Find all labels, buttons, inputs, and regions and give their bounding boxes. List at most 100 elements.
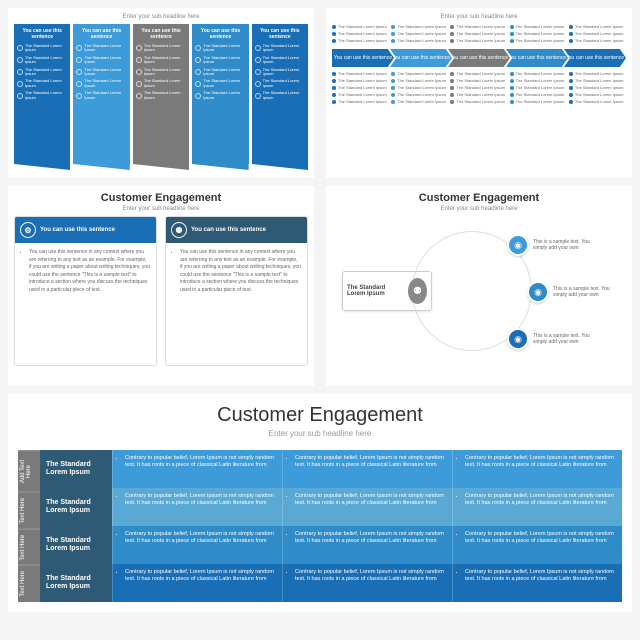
bullet-icon (510, 79, 514, 83)
table-cell: Contrary to popular belief, Lorem Ipsum … (282, 450, 452, 488)
list-item: The Standard Lorem Ipsum (569, 92, 626, 97)
list-item: The Standard Lorem Ipsum (391, 99, 448, 104)
panel-two-cards: Customer Engagement Enter your sub headl… (8, 186, 314, 386)
list-item: The Standard Lorem Ipsum (332, 85, 389, 90)
check-icon (76, 93, 82, 99)
check-icon (195, 45, 201, 51)
bullet-icon (510, 86, 514, 90)
cell-text: Contrary to popular belief, Lorem Ipsum … (465, 493, 616, 507)
table-cell: Contrary to popular belief, Lorem Ipsum … (282, 488, 452, 526)
list-item: The Standard Lorem Ipsum (450, 24, 507, 29)
list-item: The Standard Lorem Ipsum (569, 78, 626, 83)
bullet-icon (450, 39, 454, 43)
item-text: The Standard Lorem Ipsum (144, 56, 186, 65)
gear-icon: ⚙ (20, 222, 36, 238)
column: You can use this sentenceThe Standard Lo… (73, 24, 129, 164)
item-text: The Standard Lorem Ipsum (397, 24, 446, 29)
row-label: The Standard Lorem Ipsum (40, 526, 112, 564)
column-item: The Standard Lorem Ipsum (195, 44, 245, 53)
node-icon: ◉ (527, 281, 549, 303)
column-item: The Standard Lorem Ipsum (255, 68, 305, 77)
list-item: The Standard Lorem Ipsum (450, 71, 507, 76)
item-text: The Standard Lorem Ipsum (203, 68, 245, 77)
item-text: The Standard Lorem Ipsum (516, 71, 565, 76)
bullet-icon (569, 93, 573, 97)
item-text: The Standard Lorem Ipsum (575, 31, 624, 36)
card-body: You can use this sentence in any context… (166, 243, 307, 302)
cell-text: Contrary to popular belief, Lorem Ipsum … (465, 455, 616, 469)
arrow-step: You can use this sentence (564, 49, 626, 67)
item-text: The Standard Lorem Ipsum (144, 91, 186, 100)
section-title: Customer Engagement (14, 192, 308, 204)
info-card: ⚉You can use this sentenceYou can use th… (165, 216, 308, 366)
item-text: The Standard Lorem Ipsum (575, 99, 624, 104)
bullet-icon (391, 100, 395, 104)
column-item: The Standard Lorem Ipsum (255, 79, 305, 88)
column-item: The Standard Lorem Ipsum (195, 68, 245, 77)
check-icon (76, 45, 82, 51)
card-title: You can use this sentence (40, 227, 115, 233)
item-text: The Standard Lorem Ipsum (25, 56, 67, 65)
item-text: The Standard Lorem Ipsum (84, 91, 126, 100)
bullet-icon (450, 79, 454, 83)
item-text: The Standard Lorem Ipsum (397, 38, 446, 43)
bullet-icon (569, 39, 573, 43)
column-header: You can use this sentence (255, 28, 305, 40)
list-item: The Standard Lorem Ipsum (332, 71, 389, 76)
item-text: The Standard Lorem Ipsum (338, 78, 387, 83)
table-cell: Contrary to popular belief, Lorem Ipsum … (452, 526, 622, 564)
item-text: The Standard Lorem Ipsum (397, 99, 446, 104)
item-text: The Standard Lorem Ipsum (456, 92, 505, 97)
cell-text: Contrary to popular belief, Lorem Ipsum … (465, 531, 616, 545)
item-text: The Standard Lorem Ipsum (84, 44, 126, 53)
table-cell: Contrary to popular belief, Lorem Ipsum … (112, 488, 282, 526)
row-label: The Standard Lorem Ipsum (40, 564, 112, 602)
main-subtitle: Enter your sub headline here (18, 429, 622, 438)
check-icon (255, 93, 261, 99)
list-item: The Standard Lorem Ipsum (391, 38, 448, 43)
bullet-icon (332, 72, 336, 76)
people-icon: ⚉ (408, 278, 427, 304)
list-item: The Standard Lorem Ipsum (391, 31, 448, 36)
bullet-icon (391, 32, 395, 36)
bullet-icon (332, 93, 336, 97)
check-icon (255, 69, 261, 75)
bullet-icon (510, 39, 514, 43)
item-text: The Standard Lorem Ipsum (456, 31, 505, 36)
sidebar-cell: Text Here (18, 492, 40, 529)
check-icon (136, 69, 142, 75)
top-list-grid: The Standard Lorem IpsumThe Standard Lor… (332, 24, 626, 45)
cell-text: Contrary to popular belief, Lorem Ipsum … (125, 531, 276, 545)
list-item: The Standard Lorem Ipsum (510, 92, 567, 97)
table-row: The Standard Lorem IpsumContrary to popu… (40, 450, 622, 488)
panel-radial: Customer Engagement Enter your sub headl… (326, 186, 632, 386)
list-item: The Standard Lorem Ipsum (569, 99, 626, 104)
bullet-icon (450, 93, 454, 97)
arrow-row: You can use this sentenceYou can use thi… (332, 49, 626, 67)
section-title: Customer Engagement (332, 192, 626, 204)
bullet-icon (391, 25, 395, 29)
item-text: The Standard Lorem Ipsum (263, 79, 305, 88)
list-item: The Standard Lorem Ipsum (569, 31, 626, 36)
list-item: The Standard Lorem Ipsum (569, 71, 626, 76)
card-title: You can use this sentence (191, 227, 266, 233)
columns-container: You can use this sentence The Standard Lo… (14, 24, 308, 164)
column-item: The Standard Lorem Ipsum (76, 79, 126, 88)
column: You can use this sentenceThe Standard Lo… (133, 24, 189, 164)
item-text: The Standard Lorem Ipsum (516, 99, 565, 104)
item-text: The Standard Lorem Ipsum (25, 44, 67, 53)
item-text: The Standard Lorem Ipsum (203, 79, 245, 88)
sidebar-cell: Text Here (18, 565, 40, 602)
node-text: This is a sample text. You simply add yo… (553, 286, 623, 298)
data-table: Add Text HereText HereText HereText Here… (18, 450, 622, 602)
radial-diagram: The Standard Lorem Ipsum ⚉ ◉This is a sa… (332, 216, 626, 366)
item-text: The Standard Lorem Ipsum (263, 44, 305, 53)
list-item: The Standard Lorem Ipsum (332, 99, 389, 104)
bullet-icon (450, 25, 454, 29)
item-text: The Standard Lorem Ipsum (397, 92, 446, 97)
list-item: The Standard Lorem Ipsum (450, 99, 507, 104)
table-cell: Contrary to popular belief, Lorem Ipsum … (112, 526, 282, 564)
list-item: The Standard Lorem Ipsum (450, 92, 507, 97)
item-text: The Standard Lorem Ipsum (338, 24, 387, 29)
check-icon (17, 93, 23, 99)
